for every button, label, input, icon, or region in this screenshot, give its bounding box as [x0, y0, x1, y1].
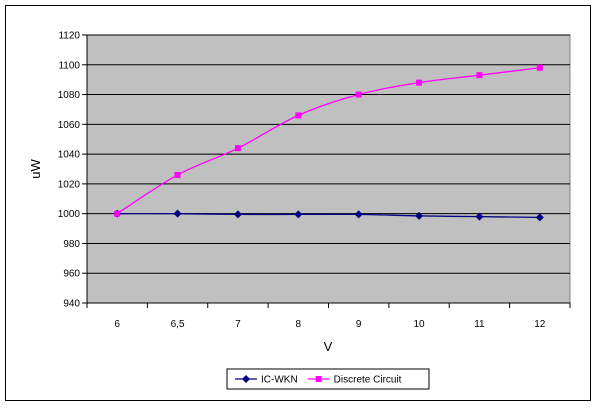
data-point — [535, 213, 544, 222]
data-point — [173, 209, 182, 218]
legend: IC-WKN Discrete Circuit — [226, 368, 430, 390]
x-tick-label: 11 — [474, 319, 485, 330]
data-point — [415, 211, 424, 220]
y-tick-label: 1080 — [58, 90, 81, 101]
legend-label: IC-WKN — [261, 375, 298, 386]
y-tick-label: 1020 — [58, 179, 81, 190]
data-point — [355, 91, 362, 98]
y-tick-label: 1100 — [58, 60, 80, 71]
data-point — [536, 64, 543, 71]
x-tick-label: 10 — [414, 319, 426, 330]
y-tick-label: 1000 — [58, 209, 81, 220]
y-axis-title: uW — [28, 159, 43, 179]
data-point — [233, 210, 242, 219]
data-point — [416, 79, 423, 86]
y-tick-label: 980 — [63, 239, 80, 250]
data-point — [114, 210, 121, 217]
y-tick-label: 960 — [63, 269, 80, 280]
x-tick-label: 6 — [114, 319, 120, 330]
x-tick-labels: 6 6,5 7 8 9 10 11 12 — [114, 319, 545, 330]
legend-label: Discrete Circuit — [334, 375, 402, 386]
data-point — [294, 210, 303, 219]
x-tick-label: 12 — [534, 319, 546, 330]
y-tick-label: 1060 — [58, 120, 81, 131]
data-point — [234, 145, 241, 152]
x-tick-label: 6,5 — [171, 319, 185, 330]
data-point — [295, 112, 302, 119]
x-tick-label: 7 — [235, 319, 241, 330]
data-point — [354, 210, 363, 219]
data-point — [174, 171, 181, 178]
data-point — [476, 72, 483, 79]
y-tick-label: 940 — [63, 299, 80, 310]
y-tick-labels: 940 960 980 1000 1020 1040 1060 1080 1100 1120 — [58, 31, 81, 310]
series-line — [117, 212, 540, 219]
y-tick-label: 1120 — [58, 31, 80, 42]
data-point — [475, 212, 484, 221]
x-tick-label: 8 — [296, 319, 302, 330]
y-tick-label: 1040 — [58, 150, 81, 161]
plot-area — [86, 34, 571, 304]
axes — [82, 34, 571, 308]
legend-swatch-marker — [315, 376, 322, 382]
legend-swatch-marker — [242, 375, 250, 383]
x-axis-title: V — [324, 339, 333, 354]
x-tick-label: 9 — [356, 319, 362, 330]
series-group — [113, 64, 544, 222]
